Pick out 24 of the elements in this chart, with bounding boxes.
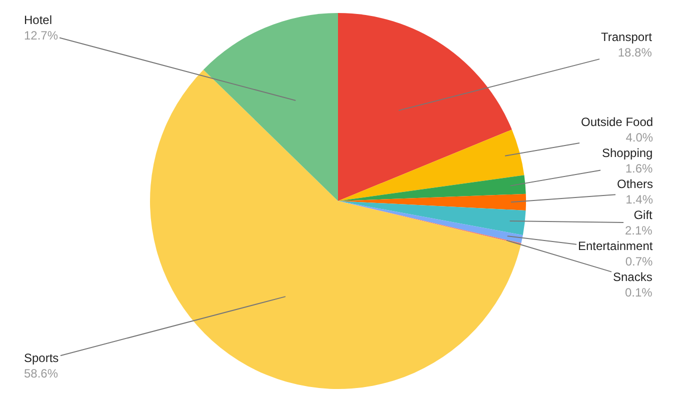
- slice-label: Sports: [24, 351, 59, 365]
- slice-label: Shopping: [602, 146, 653, 160]
- pie-slice: [338, 13, 512, 201]
- data-label: 0.7%: [625, 254, 654, 269]
- pie-slice: [203, 13, 338, 201]
- data-label: 18.8%: [618, 46, 652, 60]
- pie-slice: [150, 70, 521, 389]
- slice-label: Gift: [634, 208, 654, 222]
- slice-label: Snacks: [613, 270, 652, 284]
- slice-label: Entertainment: [578, 239, 654, 253]
- slice-label: Outside Food: [581, 115, 654, 129]
- data-label: 12.7%: [24, 28, 58, 43]
- data-label: 4.0%: [626, 130, 654, 145]
- pie-slice: [338, 201, 526, 236]
- data-label: 1.6%: [625, 162, 654, 176]
- pie-slice: [338, 175, 526, 201]
- pie-slice: [338, 130, 524, 201]
- data-label: 58.6%: [24, 366, 58, 381]
- slice-label: Others: [617, 177, 654, 191]
- slice-label: Hotel: [24, 13, 52, 27]
- data-label: 0.1%: [625, 286, 653, 300]
- data-label: 2.1%: [625, 224, 653, 238]
- data-label: 1.4%: [626, 192, 654, 207]
- slice-label: Transport: [601, 30, 653, 44]
